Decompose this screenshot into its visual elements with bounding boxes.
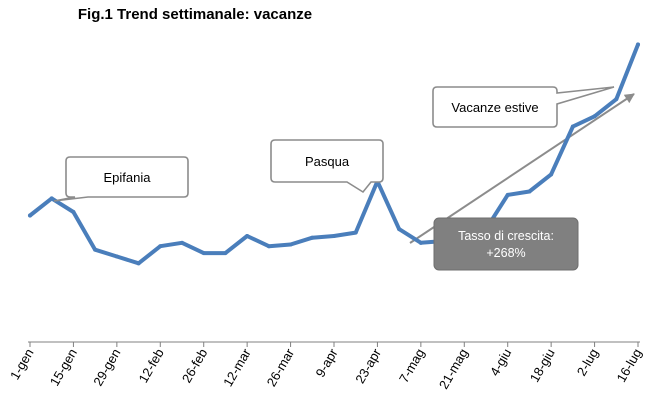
data-point <box>93 247 98 252</box>
data-point <box>418 240 423 245</box>
data-point <box>614 97 619 102</box>
data-point <box>592 114 597 119</box>
data-point <box>245 233 250 238</box>
data-point <box>223 251 228 256</box>
x-tick-label: 21-mag <box>436 346 471 392</box>
growth-rate-label: Tasso di crescita: +268% <box>458 229 554 260</box>
data-point <box>310 235 315 240</box>
x-tick-label: 4-giu <box>487 346 514 379</box>
data-point <box>505 192 510 197</box>
x-tick-label: 18-giu <box>527 346 558 385</box>
chart-title: Fig.1 Trend settimanale: vacanze <box>77 6 313 23</box>
x-tick-label: 15-gen <box>47 346 80 389</box>
data-point <box>288 242 293 247</box>
data-point <box>180 240 184 245</box>
x-tick-label: 2-lug <box>574 346 601 379</box>
callout-epifania-label: Epifania <box>104 170 152 185</box>
x-tick-label: 26-feb <box>179 346 210 385</box>
x-tick-label: 12-feb <box>135 346 166 385</box>
data-point <box>549 172 554 177</box>
data-point <box>49 196 54 201</box>
callout-vacanze-estive: Vacanze estive <box>432 86 615 128</box>
data-point <box>353 230 358 235</box>
data-point <box>28 213 32 218</box>
x-tick-label: 12-mar <box>220 345 254 389</box>
data-point <box>136 261 141 266</box>
data-point <box>397 227 402 232</box>
x-tick-label: 1-gen <box>7 346 37 382</box>
data-point <box>570 124 575 129</box>
callout-vacanze-estive-label: Vacanze estive <box>451 100 538 115</box>
x-tick-label: 29-gen <box>90 346 123 389</box>
x-tick-label: 9-apr <box>312 345 340 379</box>
data-point <box>158 244 163 249</box>
callout-pasqua-label: Pasqua <box>305 154 350 169</box>
data-point <box>71 210 76 215</box>
data-point <box>527 189 532 194</box>
growth-rate-line: +268% <box>486 246 525 260</box>
data-point <box>332 233 336 238</box>
x-tick-label: 26-mar <box>264 345 298 389</box>
callout-epifania: Epifania <box>53 156 189 202</box>
x-axis-tick-labels: 1-gen 15-gen 29-gen 12-feb 26-feb 12-mar 26-ma… <box>7 345 645 391</box>
growth-rate-line: Tasso di crescita: <box>458 229 554 243</box>
growth-rate-box: Tasso di crescita: +268% <box>433 217 579 271</box>
callout-pasqua: Pasqua <box>270 139 384 194</box>
x-tick-label: 23-apr <box>352 345 384 386</box>
data-point <box>636 42 640 47</box>
x-axis-ticks <box>29 342 639 347</box>
data-point <box>266 244 271 249</box>
x-tick-label: 16-lug <box>614 346 645 385</box>
data-point <box>201 251 206 256</box>
data-point <box>114 254 119 259</box>
x-tick-label: 7-mag <box>396 346 427 385</box>
